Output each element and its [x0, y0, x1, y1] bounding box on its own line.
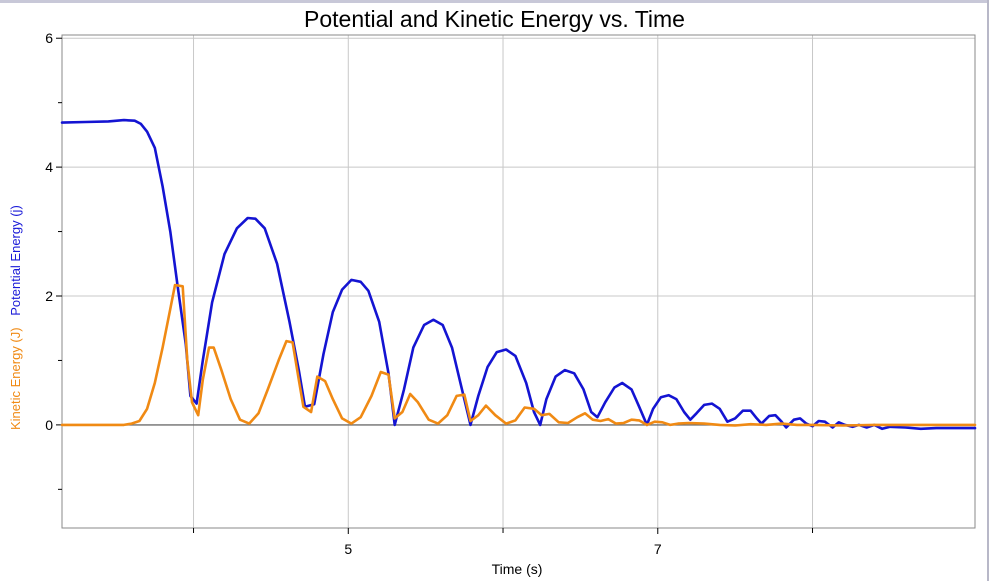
potential-energy-line — [60, 118, 977, 431]
y-tick-label-0: 0 — [45, 417, 53, 433]
plot-frame — [61, 34, 976, 529]
y-tick-label-2: 2 — [45, 288, 53, 304]
y-tick-label-4: 4 — [45, 159, 53, 175]
x-tick-label-5: 5 — [344, 541, 352, 557]
x-axis-label: Time (s) — [491, 561, 543, 577]
y-tick-label-6: 6 — [45, 30, 53, 46]
chart-title: Potential and Kinetic Energy vs. Time — [304, 6, 685, 32]
window-right-border — [987, 0, 989, 581]
x-tick-label-7: 7 — [654, 541, 662, 557]
window-top-border — [0, 0, 989, 3]
kinetic-energy-line — [60, 283, 977, 427]
